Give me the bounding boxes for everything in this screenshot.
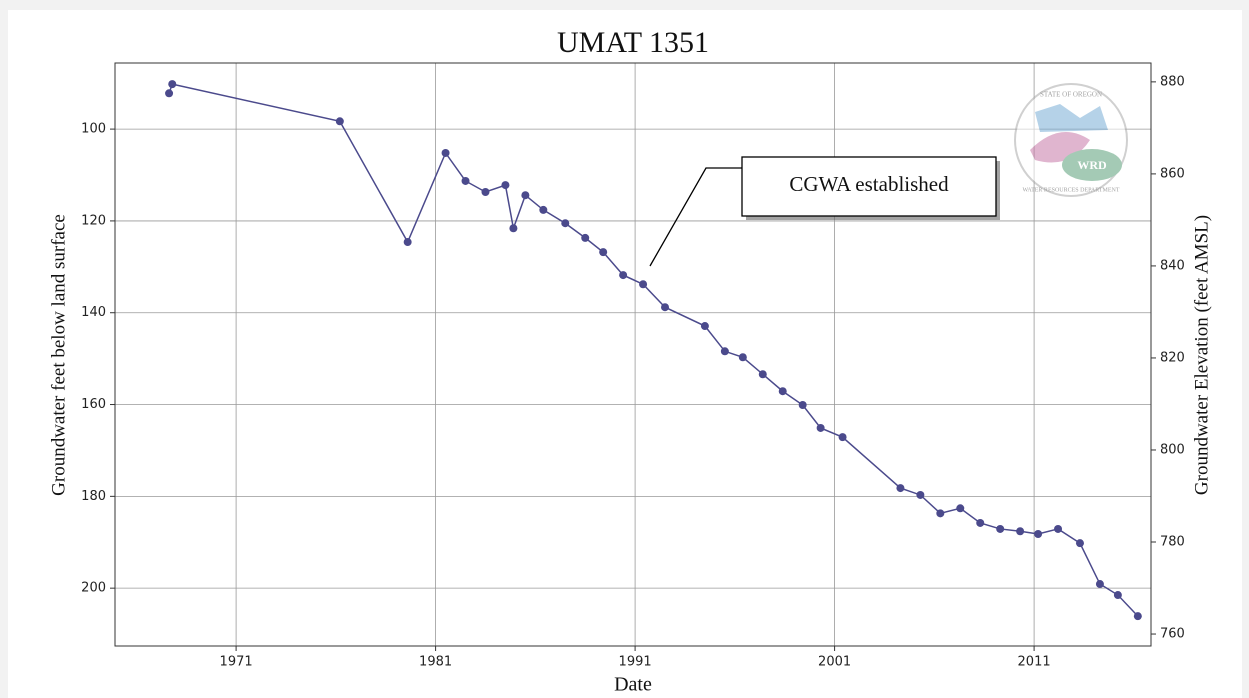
data-point (1016, 527, 1025, 536)
data-point (896, 484, 905, 493)
x-tick-label: 2011 (1018, 655, 1051, 670)
marks (165, 80, 1142, 621)
x-tick-label: 1971 (220, 655, 253, 670)
data-point (1113, 591, 1122, 600)
y-tick-label: 160 (81, 397, 106, 412)
data-point (481, 187, 490, 196)
data-point (661, 303, 670, 312)
data-point (778, 387, 787, 396)
logo-shape (1035, 104, 1108, 132)
data-point (619, 271, 628, 280)
plot-frame (114, 62, 1152, 647)
data-point (956, 504, 965, 513)
y2-axis-label: Groundwater Elevation (feet AMSL) (1191, 215, 1212, 495)
chart-title: UMAT 1351 (557, 26, 709, 59)
annotation-box (741, 156, 997, 217)
data-point (816, 423, 825, 432)
data-point (916, 490, 925, 499)
annotation-leader (649, 167, 742, 267)
y-tick-label: 140 (81, 305, 106, 320)
x-tick-label: 1991 (619, 655, 652, 670)
data-point (335, 117, 344, 126)
logo-text: WRD (1077, 158, 1107, 172)
data-point (639, 280, 648, 289)
data-point (738, 353, 747, 362)
y2-tick-label: 760 (1160, 627, 1185, 642)
data-point (501, 181, 510, 190)
data-point (509, 224, 518, 233)
data-point (996, 524, 1005, 533)
y2-tick-label: 860 (1160, 166, 1185, 181)
x-axis-label: Date (614, 674, 652, 696)
y-tick-label: 180 (81, 489, 106, 504)
data-point (720, 347, 729, 356)
y2-tick-label: 840 (1160, 258, 1185, 273)
logo: WRD STATE OF OREGON WATER RESOURCES DEPA… (1014, 83, 1128, 197)
data-point (1133, 612, 1142, 621)
y2-tick-label: 880 (1160, 74, 1185, 89)
y-axis-label: Groundwater feet below land surface (48, 214, 69, 496)
data-point (441, 148, 450, 157)
data-point (838, 433, 847, 442)
data-point (599, 248, 608, 257)
y2-tick-label: 800 (1160, 442, 1185, 457)
data-point (1034, 529, 1043, 538)
x-tick-label: 2001 (818, 655, 851, 670)
data-point (168, 80, 177, 89)
logo-shape (1062, 149, 1122, 181)
data-point (700, 322, 709, 331)
y-tick-label: 100 (81, 122, 106, 137)
y-tick-label: 200 (81, 581, 106, 596)
logo-text: WATER RESOURCES DEPARTMENT (1022, 187, 1119, 193)
logo-text: STATE OF OREGON (1040, 91, 1102, 99)
data-point (521, 191, 530, 200)
data-point (461, 176, 470, 185)
plot-area (115, 63, 1151, 646)
data-point (403, 238, 412, 247)
annotation-text: CGWA established (789, 172, 949, 196)
x-tick-label: 1981 (419, 655, 452, 670)
data-point (539, 205, 548, 214)
data-point (798, 400, 807, 409)
data-point (561, 219, 570, 228)
grid (110, 63, 1156, 651)
data-point (1075, 539, 1084, 548)
y-tick-label: 120 (81, 213, 106, 228)
data-point (1095, 580, 1104, 589)
data-point (936, 509, 945, 518)
y2-tick-label: 780 (1160, 535, 1185, 550)
data-point (581, 233, 590, 242)
data-point (758, 370, 767, 379)
data-point (1054, 524, 1063, 533)
data-point (165, 89, 174, 98)
data-point (976, 518, 985, 527)
y2-tick-label: 820 (1160, 350, 1185, 365)
